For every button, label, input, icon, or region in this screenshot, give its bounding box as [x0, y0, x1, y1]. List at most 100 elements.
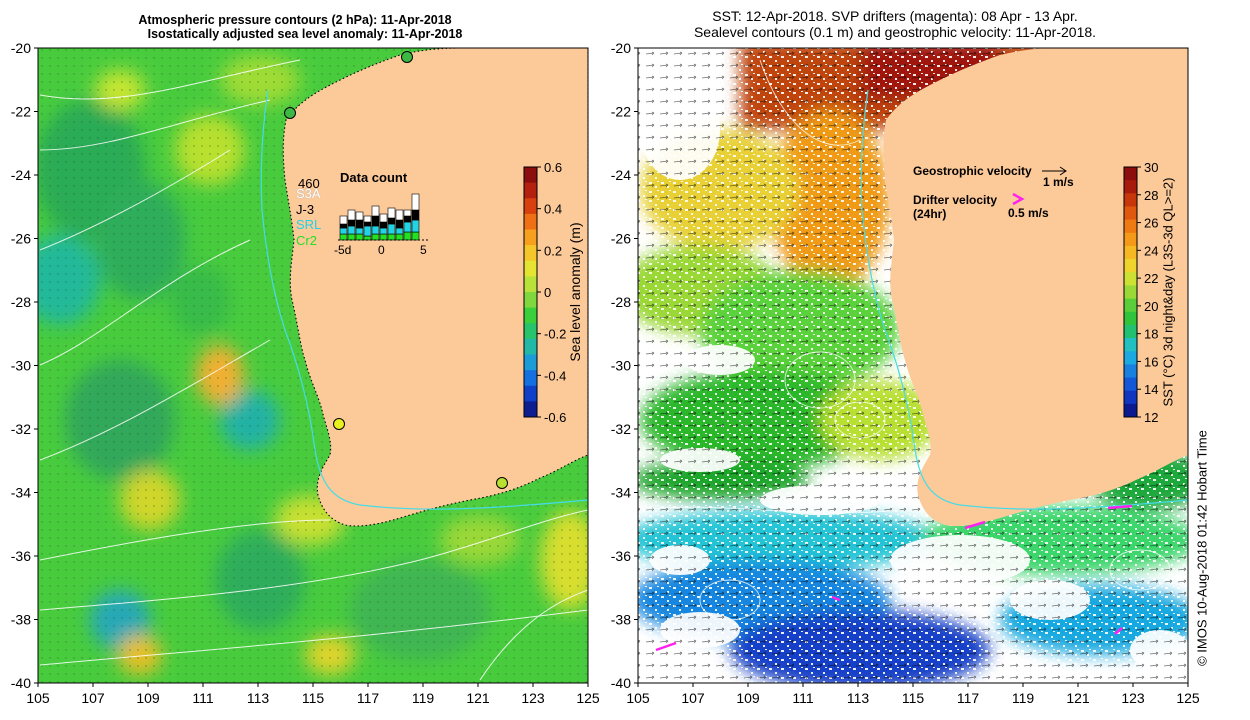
tide-gauge-marker	[284, 107, 296, 119]
imos-credit: © IMOS 10-Aug-2018 01:42 Hobart Time	[1194, 430, 1210, 666]
data-count-bar	[355, 233, 364, 241]
data-count-bar	[387, 233, 396, 241]
data-count-bar	[371, 225, 380, 235]
data-count-bar	[403, 209, 412, 217]
data-count-bar	[347, 233, 356, 241]
sst-colorbar-tick-label: 26	[1144, 216, 1158, 231]
data-count-bar	[347, 225, 356, 235]
data-count-legend-s3a: S3A	[296, 186, 321, 201]
data-count-bar	[355, 219, 364, 229]
data-count-bar	[403, 221, 412, 233]
data-count-inset	[338, 193, 428, 241]
data-count-bar	[339, 223, 348, 229]
data-count-bar	[395, 227, 404, 235]
left-y-tick-label: -30	[11, 358, 31, 374]
data-count-legend-srl: SRL	[296, 217, 322, 232]
right-x-tick-label: 117	[957, 690, 980, 706]
data-count-bar	[363, 235, 372, 241]
data-count-bar	[379, 221, 388, 229]
sst-colorbar-tick-label: 30	[1144, 160, 1158, 175]
data-count-bar	[371, 233, 380, 241]
right-y-tick-label: -20	[611, 40, 631, 56]
drifter-velocity-arrow	[1012, 192, 1025, 206]
left-y-tick-label: -38	[11, 612, 31, 628]
tide-gauge-marker	[333, 418, 345, 430]
data-count-bar	[411, 209, 420, 221]
right-y-tick-label: -40	[611, 675, 631, 691]
sla-colorbar-label: Sea level anomaly (m)	[567, 222, 583, 362]
right-y-tick-label: -36	[611, 548, 631, 564]
left-x-tick-label: 119	[412, 690, 435, 706]
sla-colorbar-tick-label: 0.6	[544, 160, 562, 175]
right-x-tick-label: 109	[736, 690, 760, 706]
left-y-tick-label: -26	[11, 231, 31, 247]
data-count-bar	[347, 209, 356, 221]
left-y-tick-label: -32	[11, 421, 31, 437]
left-y-tick-label: -40	[11, 675, 31, 691]
geostrophic-velocity-scale: 1 m/s	[1043, 175, 1074, 189]
sst-colorbar-label: SST (°C) 3d night&day (L3S-3d QL>=2)	[1160, 177, 1176, 407]
data-count-bar	[395, 233, 404, 241]
right-x-tick-label: 107	[681, 690, 705, 706]
australia-land-left	[282, 48, 588, 527]
sst-field	[638, 48, 1188, 683]
data-count-title: Data count	[340, 170, 408, 185]
left-x-tick-label: 113	[247, 690, 270, 706]
sla-colorbar-tick-label: 0.4	[544, 202, 562, 217]
svp-drifter-tracks	[655, 504, 1133, 652]
geostrophic-velocity-arrow	[1042, 166, 1067, 176]
sst-colorbar-tick-label: 24	[1144, 243, 1158, 258]
data-count-bar	[395, 219, 404, 229]
data-count-bar	[379, 227, 388, 235]
data-count-bar	[355, 211, 364, 221]
right-x-tick-label: 123	[1121, 690, 1145, 706]
data-count-bar	[363, 221, 372, 227]
data-count-bar	[371, 215, 380, 227]
left-y-tick-label: -24	[11, 167, 31, 183]
data-count-bar	[403, 231, 412, 241]
tide-gauge-marker	[401, 51, 413, 63]
left-y-tick-label: -20	[11, 40, 31, 56]
sst-colorbar-tick-label: 16	[1144, 354, 1158, 369]
data-count-x-label: 5	[420, 243, 427, 257]
data-count-bar	[395, 209, 404, 221]
sla-colorbar-tick-label: -0.6	[544, 410, 566, 425]
sst-colorbar: 30 28 26 24 22 20 18 16 14 12	[1123, 160, 1158, 425]
data-count-bar	[403, 215, 412, 223]
data-count-bar	[363, 215, 372, 223]
data-count-bar	[411, 231, 420, 241]
left-y-tick-label: -36	[11, 548, 31, 564]
left-x-tick-label: 121	[466, 690, 490, 706]
data-count-bar	[363, 225, 372, 237]
right-y-tick-label: -34	[611, 485, 631, 501]
right-x-tick-label: 121	[1066, 690, 1090, 706]
sst-colorbar-tick-label: 12	[1144, 410, 1158, 425]
sst-colorbar-tick-label: 18	[1144, 327, 1158, 342]
sst-colorbar-tick-label: 14	[1144, 382, 1158, 397]
sst-colorbar-tick-label: 28	[1144, 188, 1158, 203]
sst-colorbar-tick-label: 22	[1144, 271, 1158, 286]
tide-gauge-marker	[496, 477, 508, 489]
drifter-velocity-scale: 0.5 m/s	[1008, 206, 1049, 220]
right-x-tick-label: 125	[1176, 690, 1200, 706]
right-y-tick-label: -24	[611, 167, 631, 183]
left-y-tick-label: -28	[11, 294, 31, 310]
data-count-bar	[339, 215, 348, 225]
sla-colorbar: 0.6 0.4 0.2 0 -0.2 -0.4 -0.6	[523, 160, 566, 425]
data-count-bar	[371, 205, 380, 217]
left-title-line2: Isostatically adjusted sea level anomaly…	[147, 27, 463, 41]
drifter-velocity-sub: (24hr)	[913, 207, 947, 221]
right-title-line1: SST: 12-Apr-2018. SVP drifters (magenta)…	[712, 8, 1078, 24]
data-count-legend-j-3: J-3	[296, 201, 315, 217]
left-x-tick-label: 111	[192, 690, 213, 706]
right-x-tick-label: 119	[1012, 690, 1035, 706]
data-count-x-label: -5d	[334, 243, 352, 257]
right-x-tick-label: 111	[792, 690, 813, 706]
right-y-tick-label: -28	[611, 294, 631, 310]
sst-colorbar-tick-label: 20	[1144, 299, 1158, 314]
left-x-tick-label: 123	[521, 690, 545, 706]
australia-land-right	[883, 48, 1188, 527]
